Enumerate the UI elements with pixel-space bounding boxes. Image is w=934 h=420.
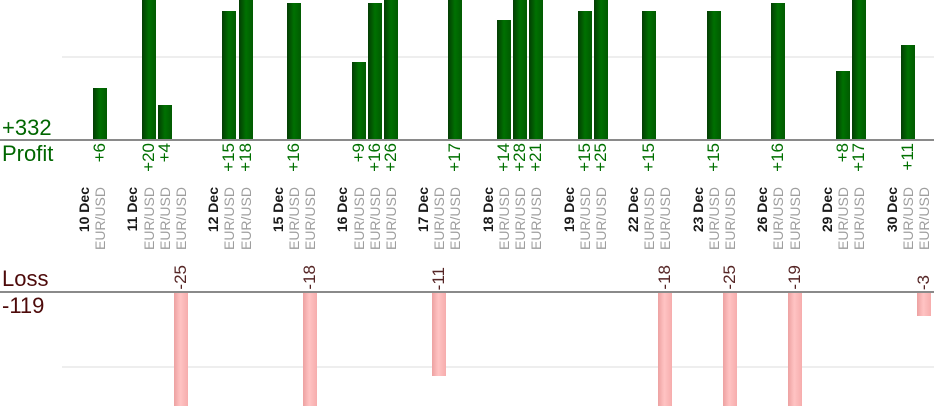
loss-gridline (62, 366, 934, 368)
trade-date-label: 17 Dec (415, 187, 432, 233)
loss-bar (787, 293, 802, 406)
trade-symbol-label: EUR/USD (770, 187, 787, 251)
profit-bar (642, 11, 657, 139)
trade-symbol-label: EUR/USD (705, 187, 722, 251)
trade-symbol-label: EUR/USD (512, 187, 529, 251)
trade-value-label: +17 (849, 143, 869, 172)
trade-symbol-label: EUR/USD (915, 187, 932, 251)
trade-date-label: 19 Dec (560, 187, 577, 233)
profit-bar (222, 11, 237, 139)
profit-bar (448, 0, 463, 139)
trade-symbol-label: EUR/USD (851, 187, 868, 251)
trade-value-label: +15 (639, 143, 659, 172)
profit-axis-line (0, 139, 934, 141)
profit-bar (157, 105, 172, 139)
trade-value-label: +21 (526, 143, 546, 172)
trade-symbol-label: EUR/USD (92, 187, 109, 251)
trade-value-label: +25 (590, 143, 610, 172)
profit-bar (513, 0, 528, 139)
trade-value-label: +15 (703, 143, 723, 172)
profit-bar (771, 3, 786, 139)
trade-date-label: 23 Dec (689, 187, 706, 233)
trade-value-label: +18 (235, 143, 255, 172)
trade-symbol-label: EUR/USD (366, 187, 383, 251)
profit-bar (496, 20, 511, 139)
trade-symbol-label: EUR/USD (302, 187, 319, 251)
loss-bar (916, 293, 931, 316)
trade-symbol-label: EUR/USD (786, 187, 803, 251)
trade-date-label: 26 Dec (754, 187, 771, 233)
trade-symbol-label: EUR/USD (156, 187, 173, 251)
loss-bar (432, 293, 447, 376)
loss-bar (658, 293, 673, 406)
loss-bar (723, 293, 737, 406)
profit-bar (900, 45, 915, 139)
trade-symbol-label: EUR/USD (528, 187, 545, 251)
trade-value-label: +16 (768, 143, 788, 172)
trade-symbol-label: EUR/USD (350, 187, 367, 251)
trade-symbol-label: EUR/USD (641, 187, 658, 251)
trade-value-label: -3 (913, 274, 933, 290)
profit-bar (141, 0, 156, 139)
profit-bar (286, 3, 301, 139)
profit-bar (93, 88, 108, 139)
trade-date-label: 18 Dec (479, 187, 496, 233)
trade-symbol-label: EUR/USD (431, 187, 448, 251)
trade-date-label: 16 Dec (334, 187, 351, 233)
trade-date-label: 15 Dec (269, 187, 286, 233)
profit-bar (706, 11, 721, 139)
trade-value-label: -18 (300, 265, 320, 290)
trade-value-label: +6 (90, 143, 110, 163)
loss-bar (303, 293, 318, 406)
trade-value-label: -25 (720, 265, 739, 290)
trade-date-label: 12 Dec (205, 187, 222, 233)
trade-value-label: -25 (170, 265, 190, 290)
trade-value-label: -19 (784, 265, 804, 290)
trade-value-label: -18 (655, 265, 675, 290)
trade-date-label: 10 Dec (76, 187, 92, 233)
profit-bar (836, 71, 851, 139)
trade-symbol-label: EUR/USD (592, 187, 609, 251)
trade-value-label: +4 (154, 143, 174, 163)
trade-date-label: 30 Dec (883, 187, 900, 233)
trade-date-label: 22 Dec (625, 187, 642, 233)
profit-bar (529, 0, 544, 139)
loss-total-label: -119 (2, 293, 45, 318)
loss-axis-title: Loss (2, 266, 49, 291)
trade-symbol-label: EUR/USD (495, 187, 512, 251)
trade-date-label: 11 Dec (124, 187, 141, 232)
profit-bar (238, 0, 253, 139)
trade-value-label: +16 (283, 143, 303, 172)
trade-symbol-label: EUR/USD (447, 187, 464, 251)
loss-bar (173, 293, 188, 406)
profit-bar (351, 62, 366, 139)
loss-axis-line (0, 291, 934, 293)
profit-total-label: +332 (2, 115, 52, 140)
profit-bar (593, 0, 608, 139)
trade-symbol-label: EUR/USD (657, 187, 674, 251)
profit-bar (577, 11, 592, 139)
trade-symbol-label: EUR/USD (172, 187, 189, 251)
trade-symbol-label: EUR/USD (140, 187, 157, 251)
trade-value-label: +11 (897, 143, 917, 171)
trade-symbol-label: EUR/USD (835, 187, 852, 251)
trade-symbol-label: EUR/USD (899, 187, 916, 251)
trade-symbol-label: EUR/USD (221, 187, 238, 251)
trade-symbol-label: EUR/USD (285, 187, 302, 251)
trade-symbol-label: EUR/USD (722, 187, 738, 251)
trade-symbol-label: EUR/USD (382, 187, 399, 251)
profit-axis-title: Profit (2, 141, 54, 166)
trade-symbol-label: EUR/USD (576, 187, 593, 251)
profit-bar (367, 3, 382, 139)
trade-value-label: -11 (429, 266, 449, 290)
trade-value-label: +17 (445, 143, 465, 172)
profit-bar (852, 0, 867, 139)
trade-date-label: 29 Dec (818, 187, 835, 233)
trade-symbol-label: EUR/USD (237, 187, 254, 251)
trade-value-label: +26 (380, 143, 400, 172)
profit-bar (383, 0, 398, 139)
